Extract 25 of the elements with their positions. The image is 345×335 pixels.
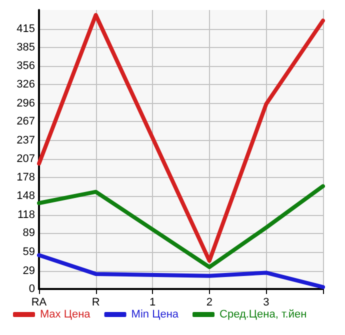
y-tick-label: 267 bbox=[16, 116, 35, 128]
y-tick-label: 0 bbox=[28, 283, 35, 295]
y-tick-label: 178 bbox=[16, 171, 35, 184]
x-tick-label: R bbox=[92, 296, 100, 308]
y-tick-label: 59 bbox=[22, 246, 35, 258]
y-tick-label: 415 bbox=[16, 22, 35, 35]
line-series bbox=[37, 184, 325, 270]
y-tick-label: 326 bbox=[16, 78, 35, 91]
legend-label: Сред.Цена, т.йен bbox=[220, 308, 307, 320]
line-series bbox=[37, 13, 325, 263]
y-tick-label: 356 bbox=[16, 60, 35, 72]
y-tick-label: 237 bbox=[16, 134, 35, 146]
legend-label: Max Цена bbox=[40, 308, 92, 320]
y-tick-label: 148 bbox=[16, 190, 35, 202]
x-tick-label: 1 bbox=[150, 296, 156, 308]
x-tick-label: RA bbox=[31, 296, 48, 308]
y-tick-label: 89 bbox=[22, 227, 35, 240]
x-tick-label: 3 bbox=[263, 296, 270, 308]
legend-label: Min Цена bbox=[131, 308, 180, 320]
x-tick-label: 2 bbox=[206, 296, 212, 308]
y-tick-label: 29 bbox=[22, 264, 35, 277]
y-tick-label: 296 bbox=[16, 97, 35, 110]
y-tick-label: 207 bbox=[16, 153, 35, 166]
y-tick-label: 385 bbox=[16, 42, 35, 54]
y-tick-label: 118 bbox=[17, 209, 35, 222]
